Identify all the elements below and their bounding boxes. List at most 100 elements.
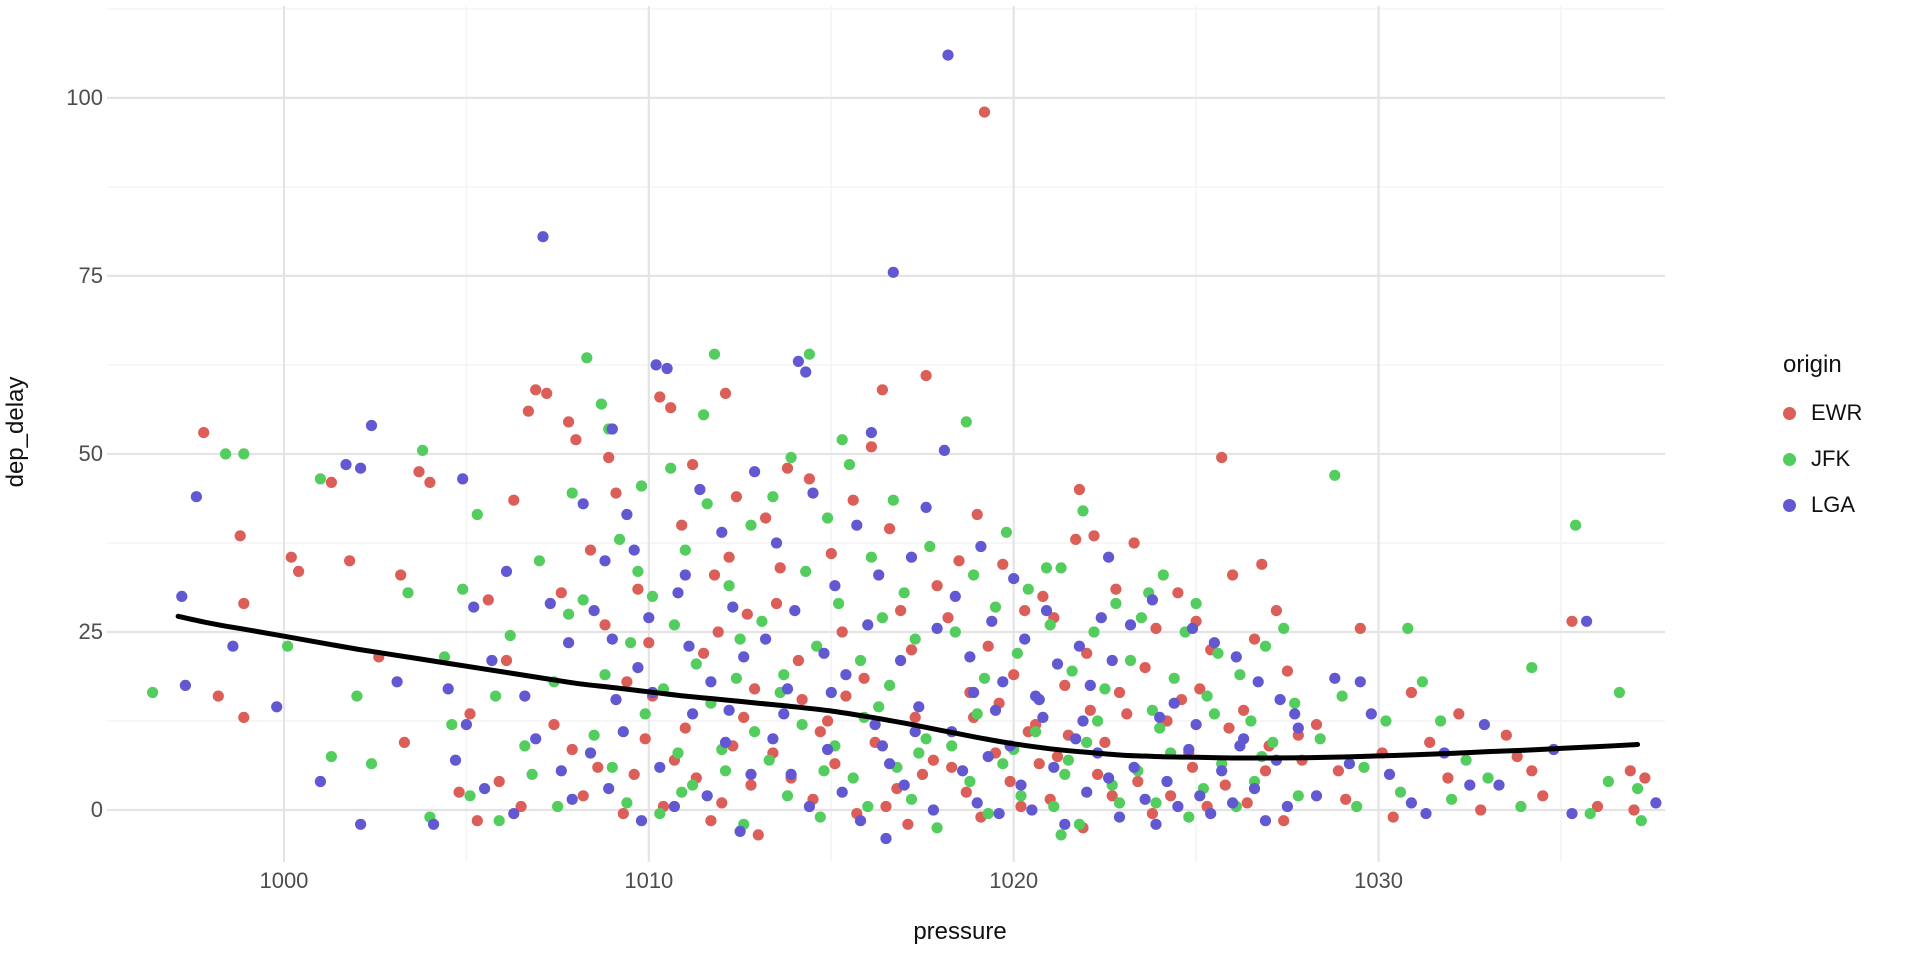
data-point-jfk — [614, 533, 626, 546]
data-point-ewr — [1223, 722, 1235, 734]
data-point-ewr — [238, 711, 250, 724]
legend-label-jfk: JFK — [1811, 446, 1851, 471]
data-point-jfk — [625, 637, 637, 649]
data-point-lga — [355, 462, 367, 474]
data-point-ewr — [730, 491, 743, 503]
data-point-lga — [1113, 811, 1126, 823]
data-point-ewr — [1051, 751, 1064, 763]
data-point-lga — [840, 669, 852, 681]
data-point-ewr — [770, 597, 783, 610]
data-point-ewr — [1015, 800, 1027, 813]
data-point-lga — [949, 590, 961, 603]
data-point-lga — [479, 783, 491, 795]
data-point-ewr — [1639, 772, 1651, 784]
data-point-jfk — [1081, 736, 1093, 749]
data-point-ewr — [1037, 590, 1049, 603]
data-point-jfk — [1460, 754, 1472, 766]
data-point-lga — [1343, 758, 1355, 770]
data-point-jfk — [1394, 786, 1407, 798]
data-point-lga — [749, 466, 761, 478]
data-point-jfk — [708, 348, 721, 360]
data-point-jfk — [679, 544, 691, 556]
x-tick-label: 1020 — [989, 868, 1039, 893]
data-point-lga — [884, 758, 896, 770]
data-point-lga — [738, 651, 750, 663]
data-point-ewr — [676, 519, 688, 531]
data-point-jfk — [1190, 597, 1202, 610]
data-point-jfk — [504, 629, 516, 642]
data-point-jfk — [1446, 793, 1458, 805]
data-point-lga — [632, 662, 644, 674]
data-point-ewr — [749, 683, 761, 695]
data-point-ewr — [212, 690, 224, 702]
data-point-ewr — [1150, 622, 1162, 635]
data-point-jfk — [1073, 818, 1085, 830]
data-point-ewr — [1081, 647, 1093, 659]
data-point-jfk — [836, 434, 848, 446]
data-point-lga — [705, 676, 717, 688]
data-point-jfk — [964, 775, 976, 788]
data-point-lga — [1103, 772, 1115, 784]
data-point-lga — [880, 832, 892, 845]
data-point-ewr — [508, 494, 520, 506]
data-point-lga — [770, 537, 783, 549]
series-jfk — [147, 348, 1647, 841]
data-point-jfk — [1314, 733, 1326, 745]
data-point-jfk — [997, 758, 1009, 770]
data-point-lga — [971, 797, 983, 809]
data-point-jfk — [1278, 622, 1290, 635]
data-point-jfk — [1380, 715, 1392, 727]
data-point-lga — [460, 719, 472, 731]
data-point-ewr — [610, 487, 622, 499]
data-point-ewr — [745, 779, 757, 791]
data-point-lga — [982, 751, 994, 763]
data-point-jfk — [1201, 690, 1213, 702]
data-point-ewr — [1248, 633, 1261, 645]
data-point-jfk — [843, 459, 856, 471]
data-point-jfk — [946, 740, 958, 752]
y-tick-label: 0 — [90, 797, 103, 822]
data-point-lga — [1161, 775, 1173, 788]
data-point-lga — [500, 565, 513, 578]
data-point-ewr — [781, 462, 794, 474]
data-point-lga — [825, 686, 837, 699]
data-point-lga — [927, 804, 940, 816]
data-point-lga — [920, 501, 932, 513]
data-point-lga — [1186, 622, 1199, 635]
data-point-lga — [792, 355, 805, 367]
data-point-jfk — [818, 765, 830, 777]
data-point-ewr — [1526, 765, 1538, 777]
data-point-jfk — [767, 491, 779, 503]
data-point-ewr — [796, 694, 808, 706]
data-point-lga — [989, 704, 1002, 716]
data-point-jfk — [1040, 562, 1053, 574]
data-point-ewr — [708, 569, 721, 581]
data-point-ewr — [471, 815, 483, 827]
data-point-ewr — [555, 587, 567, 599]
data-point-lga — [1128, 761, 1140, 773]
data-point-jfk — [563, 608, 575, 620]
data-point-ewr — [563, 416, 575, 428]
data-point-jfk — [1526, 662, 1538, 674]
data-point-lga — [862, 619, 874, 631]
data-point-lga — [537, 231, 549, 243]
data-point-lga — [1084, 679, 1096, 692]
data-point-jfk — [595, 398, 608, 410]
data-point-lga — [1015, 779, 1027, 791]
data-point-lga — [179, 679, 191, 692]
legend-dot-ewr-icon — [1783, 406, 1796, 420]
data-point-jfk — [238, 448, 250, 460]
data-point-jfk — [909, 633, 921, 645]
data-point-ewr — [1387, 811, 1399, 823]
data-point-lga — [508, 808, 520, 820]
data-point-lga — [449, 754, 462, 766]
data-point-lga — [577, 498, 589, 510]
data-point-ewr — [1186, 761, 1199, 773]
data-point-ewr — [639, 733, 651, 745]
data-point-lga — [895, 654, 907, 667]
data-point-ewr — [482, 594, 494, 606]
data-point-ewr — [982, 640, 994, 652]
data-point-ewr — [654, 391, 666, 403]
data-point-jfk — [1055, 829, 1067, 841]
data-point-ewr — [716, 797, 728, 809]
